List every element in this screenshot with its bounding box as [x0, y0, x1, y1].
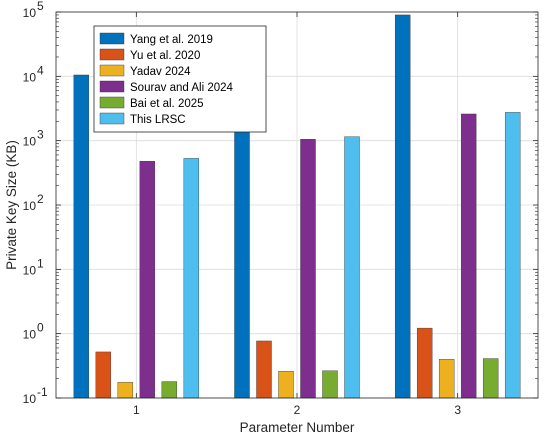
- legend-swatch: [99, 32, 125, 45]
- legend-swatch: [99, 112, 125, 125]
- legend-entry: Yang et al. 2019: [130, 34, 213, 46]
- x-axis-label: Parameter Number: [240, 420, 355, 435]
- y-tick-label: 10: [23, 70, 37, 84]
- y-tick-exponent: 2: [37, 192, 44, 206]
- legend-entry: Yu et al. 2020: [130, 50, 200, 62]
- bar: [117, 382, 134, 399]
- bar: [278, 371, 294, 399]
- legend-swatch: [99, 80, 125, 93]
- y-tick-exponent: 1: [37, 256, 44, 270]
- bar: [322, 370, 338, 399]
- legend: Yang et al. 2019 Yu et al. 2020 Yadav 2024…: [93, 25, 267, 133]
- bar: [73, 74, 90, 399]
- legend-swatch: [99, 96, 125, 109]
- y-tick-exponent: 0: [37, 321, 44, 335]
- y-tick-exponent: 3: [37, 128, 44, 142]
- legend-swatch: [99, 64, 125, 77]
- legend-entry: Sourav and Ali 2024: [130, 82, 234, 94]
- x-tick-label: 2: [294, 403, 301, 417]
- y-tick-label: 10: [23, 6, 37, 20]
- x-axis-ticks: 1 2 3: [133, 12, 461, 417]
- y-tick-label: 10: [23, 263, 37, 277]
- y-tick-label: 10: [23, 199, 37, 213]
- bar: [344, 136, 360, 399]
- bar: [183, 158, 200, 399]
- bar: [139, 160, 156, 399]
- y-tick-exponent: 5: [37, 0, 44, 13]
- x-tick-label: 1: [133, 403, 140, 417]
- y-tick-label: 10: [23, 135, 37, 149]
- legend-entry: Bai et al. 2025: [130, 98, 204, 110]
- x-tick-label: 3: [454, 403, 461, 417]
- bar: [460, 113, 477, 399]
- legend-swatch: [99, 48, 125, 61]
- y-tick-label: 10: [23, 392, 37, 406]
- bar: [416, 327, 433, 399]
- bar: [482, 358, 499, 399]
- bar: [300, 139, 316, 399]
- bar: [95, 351, 112, 399]
- y-tick-exponent: -1: [37, 385, 48, 399]
- y-axis-label: Private Key Size (KB): [4, 140, 19, 270]
- legend-entry: Yadav 2024: [130, 66, 191, 78]
- legend-entry: This LRSC: [130, 114, 186, 126]
- bars: [73, 14, 521, 399]
- bar: [394, 14, 411, 399]
- bar: [256, 340, 272, 399]
- bar: [161, 381, 178, 399]
- bar: [504, 112, 521, 399]
- y-tick-label: 10: [23, 328, 37, 342]
- y-tick-exponent: 4: [37, 63, 44, 77]
- bar: [438, 359, 455, 399]
